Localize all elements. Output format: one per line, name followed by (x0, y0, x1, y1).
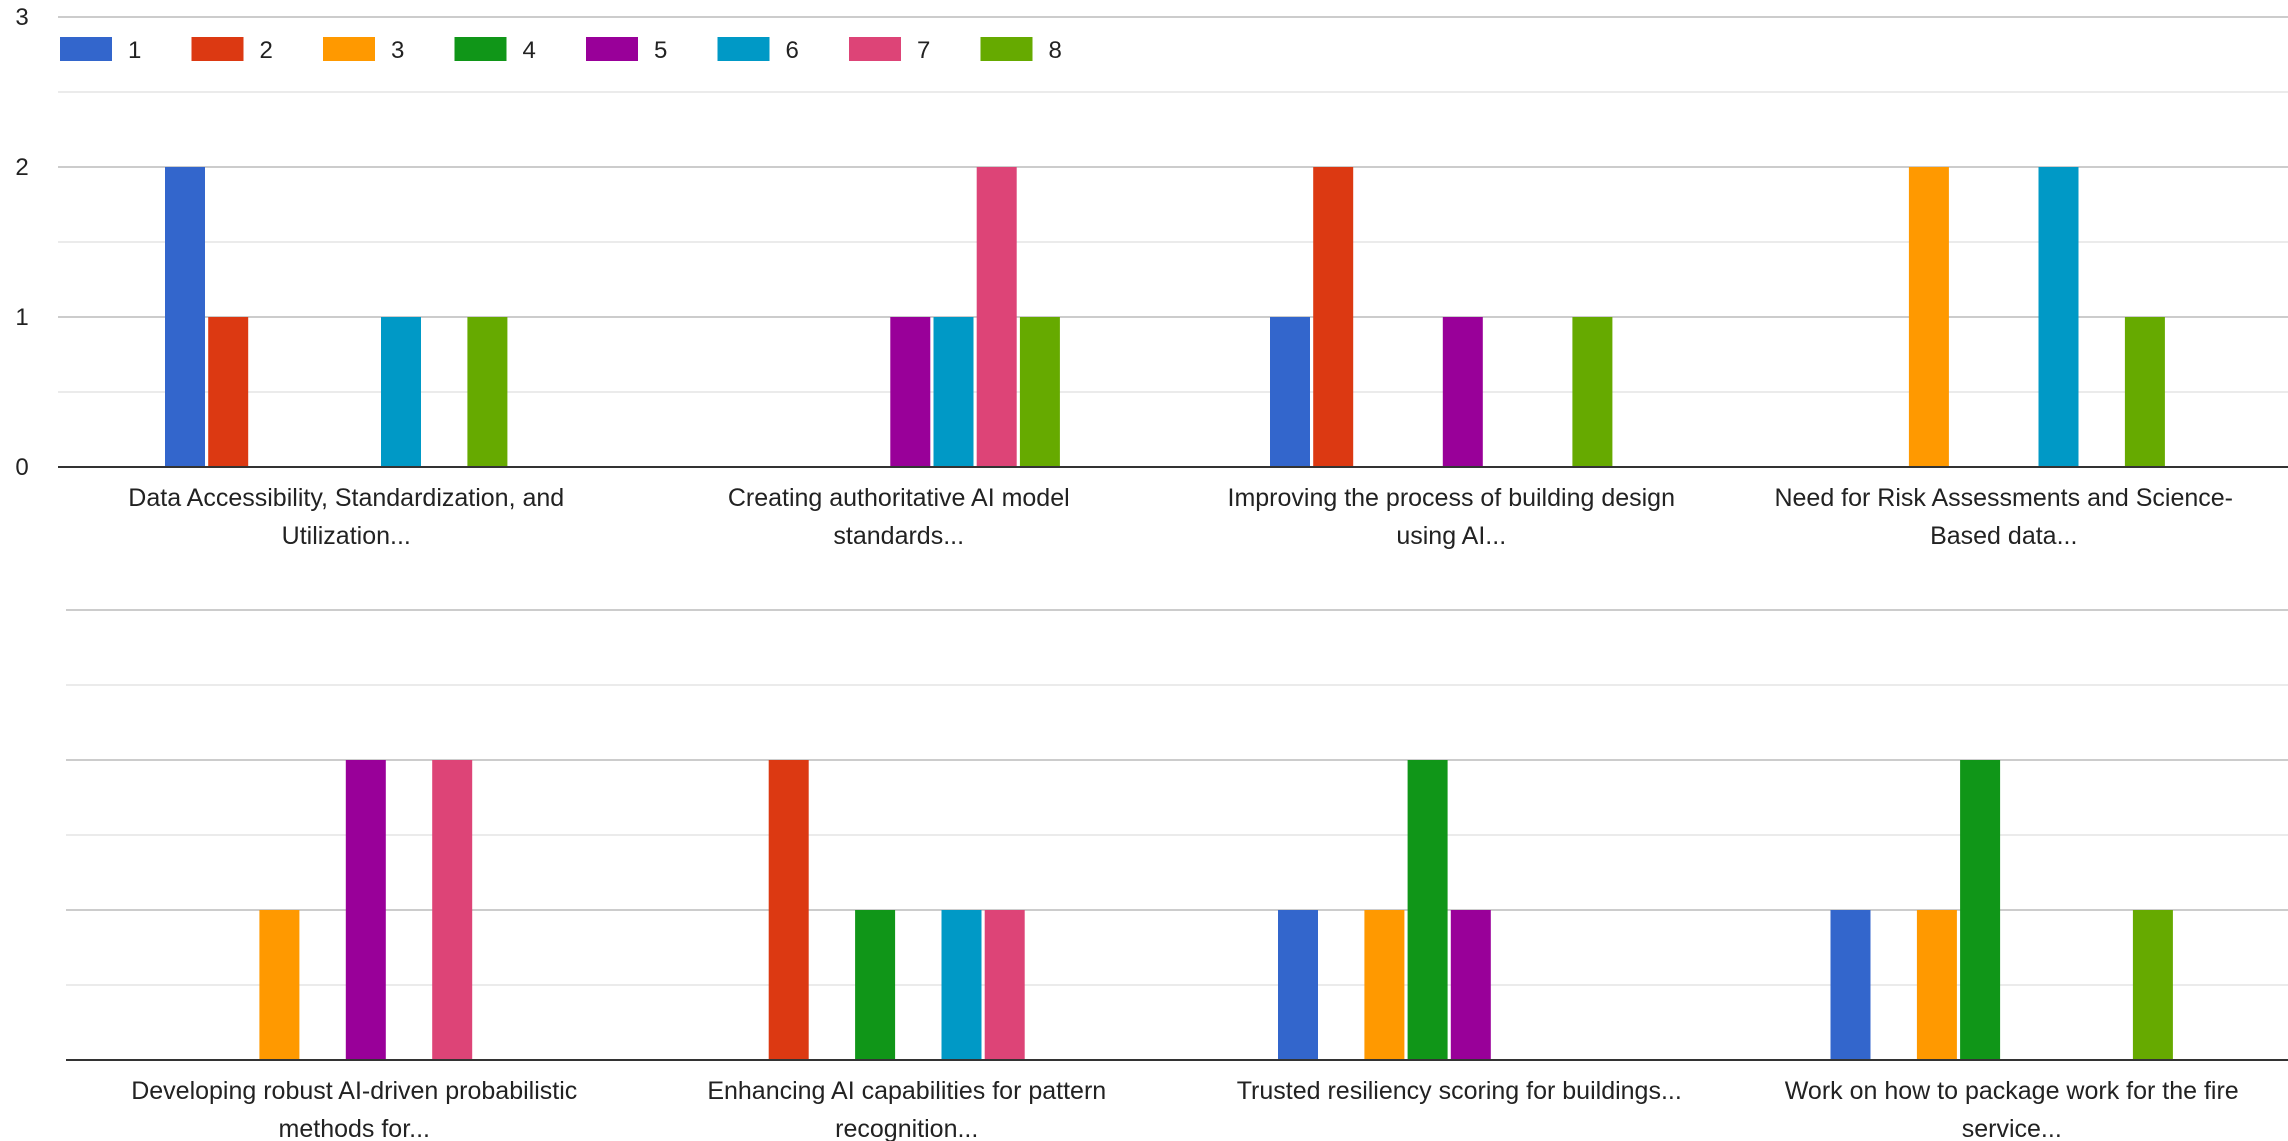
bar-series-2 (1313, 167, 1354, 467)
legend-swatch (60, 37, 112, 61)
legend-swatch (191, 37, 244, 61)
legend-label: 4 (523, 37, 536, 64)
bar-series-2 (208, 317, 249, 467)
bar-series-5 (345, 760, 386, 1060)
legend-swatch (849, 37, 901, 61)
bar-series-4 (1960, 760, 2001, 1060)
legend-label: 1 (128, 37, 141, 64)
category-label: Data Accessibility, Standardization, and (128, 484, 564, 512)
bar-series-1 (1830, 910, 1871, 1060)
legend-label: 8 (1049, 37, 1062, 64)
bars (165, 167, 2173, 1060)
bar-series-8 (2132, 910, 2173, 1060)
category-label: Enhancing AI capabilities for pattern (707, 1077, 1106, 1105)
bar-series-1 (1278, 910, 1318, 1060)
bar-series-6 (2038, 167, 2079, 467)
bar-series-5 (1450, 910, 1491, 1060)
legend-label: 7 (917, 37, 930, 64)
category-label: recognition... (835, 1115, 978, 1141)
category-label: Creating authoritative AI model (728, 484, 1070, 512)
y-tick-label: 3 (15, 4, 28, 31)
bar-series-7 (976, 167, 1017, 467)
category-label: using AI... (1396, 522, 1506, 550)
bar-series-8 (1019, 317, 1060, 467)
bar-series-8 (467, 317, 508, 467)
bar-series-1 (1270, 317, 1310, 467)
legend-label: 5 (654, 37, 667, 64)
category-label: standards... (833, 522, 964, 550)
axes: 0 1 2 3 Data Accessibility, Standardization,… (15, 4, 2288, 1141)
legend-label: 3 (391, 37, 404, 64)
category-label: Utilization... (282, 522, 411, 550)
bar-series-1 (165, 167, 205, 467)
bar-series-5 (890, 317, 931, 467)
legend: 1 2 3 4 5 6 7 8 (60, 37, 1062, 64)
legend-swatch (323, 37, 375, 61)
legend-swatch (717, 37, 770, 61)
category-label: methods for... (279, 1115, 430, 1141)
legend-swatch (586, 37, 638, 61)
bar-series-7 (432, 760, 473, 1060)
category-label: Based data... (1930, 522, 2077, 550)
bar-series-3 (1916, 910, 1957, 1060)
legend-label: 6 (786, 37, 799, 64)
category-label: Improving the process of building design (1228, 484, 1676, 512)
category-label: Developing robust AI-driven probabilisti… (131, 1077, 577, 1105)
category-label: Trusted resiliency scoring for buildings… (1237, 1077, 1682, 1105)
y-tick-label: 1 (15, 304, 28, 331)
y-tick-label: 0 (15, 454, 28, 481)
bar-series-5 (1442, 317, 1483, 467)
legend-swatch (980, 37, 1033, 61)
bar-series-8 (2124, 317, 2165, 467)
bar-series-6 (381, 317, 421, 467)
legend-label: 2 (260, 37, 273, 64)
bar-series-6 (933, 317, 974, 467)
bar-series-2 (768, 760, 809, 1060)
bar-series-3 (1364, 910, 1405, 1060)
bar-series-8 (1572, 317, 1613, 467)
bar-series-3 (259, 910, 300, 1060)
legend-swatch (454, 37, 507, 61)
bar-series-6 (941, 910, 982, 1060)
bar-series-4 (855, 910, 896, 1060)
category-label: service... (1962, 1115, 2062, 1141)
category-label: Need for Risk Assessments and Science- (1774, 484, 2233, 512)
bar-series-7 (984, 910, 1025, 1060)
bar-series-3 (1908, 167, 1949, 467)
category-label: Work on how to package work for the fire (1785, 1077, 2239, 1105)
y-tick-label: 2 (15, 154, 28, 181)
bar-series-4 (1407, 760, 1448, 1060)
gridlines (58, 16, 2288, 986)
